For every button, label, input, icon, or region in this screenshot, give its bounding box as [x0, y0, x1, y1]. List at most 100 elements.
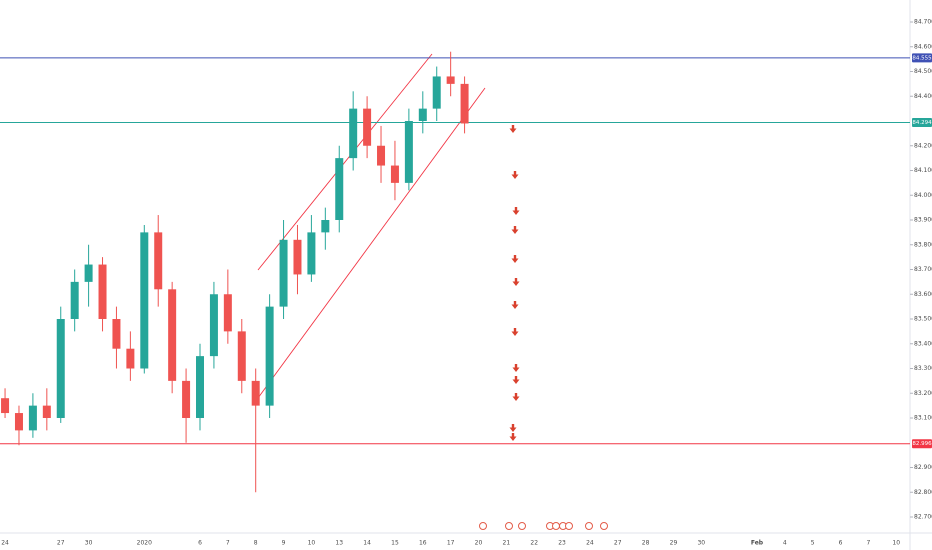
x-tick-label: 2020 — [137, 540, 152, 547]
candle-body — [363, 108, 372, 146]
candle-body — [84, 264, 93, 282]
event-icon[interactable] — [600, 522, 608, 530]
x-tick-label: 6 — [839, 540, 843, 547]
x-tick-label: 29 — [670, 540, 678, 547]
y-tick-label: 82.700 — [914, 514, 932, 521]
x-tick-label: 14 — [363, 540, 371, 547]
x-tick-label: 24 — [586, 540, 594, 547]
candle-body — [390, 165, 399, 183]
x-tick-label: 23 — [558, 540, 566, 547]
x-tick-label: 4 — [783, 540, 787, 547]
x-tick-label: 28 — [642, 540, 650, 547]
y-tick-label: 84.200 — [914, 142, 932, 149]
x-tick-label: 27 — [57, 540, 65, 547]
x-tick-label: 9 — [282, 540, 286, 547]
x-tick-label: 7 — [866, 540, 870, 547]
event-icon[interactable] — [565, 522, 573, 530]
x-tick-label: Feb — [751, 540, 764, 547]
event-icon[interactable] — [479, 522, 487, 530]
candle-body — [14, 413, 23, 431]
candle-body — [404, 121, 413, 183]
candle-body — [321, 220, 330, 233]
x-tick-label: 21 — [503, 540, 511, 547]
y-tick-label: 84.100 — [914, 167, 932, 174]
candle-body — [126, 348, 135, 369]
x-tick-label: 8 — [254, 540, 258, 547]
y-tick-label: 83.100 — [914, 415, 932, 422]
candle-body — [42, 405, 51, 418]
y-tick-label: 84.600 — [914, 43, 932, 50]
x-tick-label: 5 — [811, 540, 815, 547]
x-tick-label: 27 — [614, 540, 622, 547]
candle-body — [432, 76, 441, 109]
event-icon[interactable] — [552, 522, 560, 530]
candle-body — [237, 331, 246, 381]
candle-body — [307, 232, 316, 275]
event-icon[interactable] — [585, 522, 593, 530]
y-tick-label: 84.500 — [914, 68, 932, 75]
y-tick-label: 83.300 — [914, 365, 932, 372]
x-tick-label: 30 — [85, 540, 93, 547]
channel-upper — [257, 53, 433, 271]
candle-body — [335, 158, 344, 220]
candle-body — [182, 380, 191, 418]
candle-body — [56, 319, 65, 418]
price-label: 82.996 — [912, 441, 932, 447]
candle-body — [349, 108, 358, 159]
price-label-box — [912, 53, 932, 63]
candle-body — [70, 281, 79, 319]
candle-body — [112, 319, 121, 349]
y-tick-label: 83.500 — [914, 316, 932, 323]
candle-body — [251, 380, 260, 406]
x-tick-label: 6 — [198, 540, 202, 547]
y-tick-label: 83.900 — [914, 217, 932, 224]
x-tick-label: 22 — [530, 540, 538, 547]
price-label: 84.555 — [912, 55, 932, 61]
channel-lower — [257, 87, 486, 399]
x-tick-label: 13 — [335, 540, 343, 547]
x-tick-label: 16 — [419, 540, 427, 547]
candle-body — [98, 264, 107, 319]
y-tick-label: 84.700 — [914, 19, 932, 26]
event-icons — [479, 522, 608, 530]
price-label: 84.294 — [912, 120, 932, 126]
x-tick-label: 24 — [1, 540, 9, 547]
candle-body — [418, 108, 427, 121]
candle-body — [223, 294, 232, 332]
candle-body — [209, 294, 218, 357]
y-tick-label: 83.400 — [914, 340, 932, 347]
price-label-box — [912, 439, 932, 449]
y-tick-label: 83.700 — [914, 266, 932, 273]
candle-body — [460, 83, 469, 124]
x-tick-label: 30 — [697, 540, 705, 547]
candle-body — [196, 356, 204, 418]
candle-body — [140, 232, 149, 369]
event-icon[interactable] — [518, 522, 526, 530]
y-tick-label: 83.800 — [914, 241, 932, 248]
x-tick-label: 7 — [226, 540, 230, 547]
y-tick-label: 82.900 — [914, 464, 932, 471]
y-tick-label: 83.600 — [914, 291, 932, 298]
x-tick-label: 10 — [892, 540, 900, 547]
candle-body — [154, 232, 163, 290]
x-tick-label: 20 — [475, 540, 483, 547]
candle-body — [265, 306, 274, 406]
candle-body — [446, 76, 455, 84]
candle-body — [28, 405, 37, 431]
candle-body — [168, 289, 177, 381]
x-tick-label: 15 — [391, 540, 399, 547]
x-tick-label: 17 — [447, 540, 455, 547]
event-icon[interactable] — [505, 522, 513, 530]
candles — [1, 51, 469, 493]
y-tick-label: 83.200 — [914, 390, 932, 397]
candle-body — [293, 239, 302, 275]
y-tick-label: 84.000 — [914, 192, 932, 199]
y-tick-label: 84.400 — [914, 93, 932, 100]
candle-body — [1, 398, 10, 414]
x-tick-label: 10 — [308, 540, 316, 547]
price-label-box — [912, 117, 932, 127]
candle-body — [279, 239, 288, 307]
